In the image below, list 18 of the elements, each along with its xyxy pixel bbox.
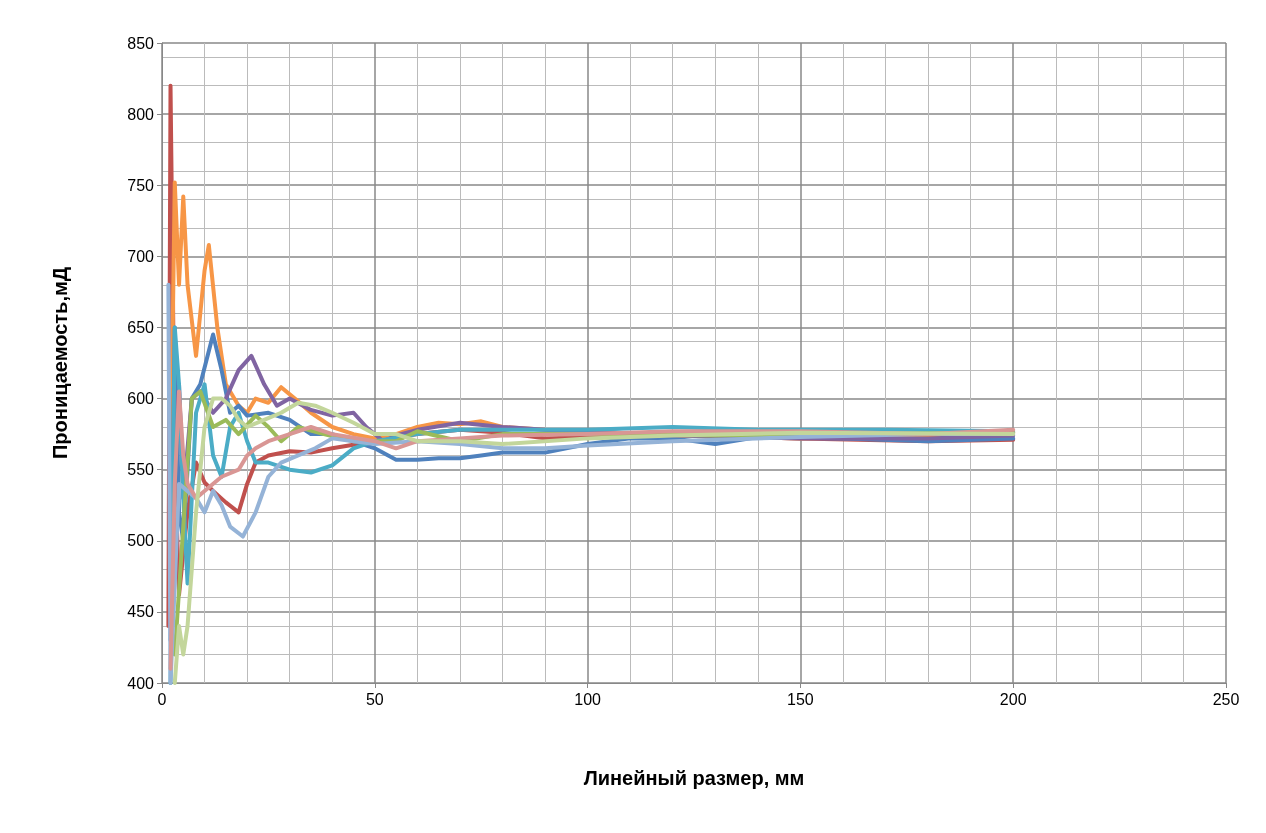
x-tick-label: 50 (365, 690, 384, 708)
x-axis-title: Линейный размер, мм (583, 767, 805, 789)
y-tick-label: 700 (127, 247, 155, 265)
y-tick-label: 450 (127, 603, 155, 621)
y-tick-label: 550 (127, 461, 155, 479)
x-tick-label: 150 (787, 690, 814, 708)
y-tick-label: 400 (127, 674, 155, 692)
y-tick-label: 850 (127, 34, 155, 52)
x-tick-label: 0 (157, 690, 167, 708)
y-tick-label: 650 (127, 318, 155, 336)
x-tick-label: 250 (1212, 690, 1240, 708)
y-tick-label: 600 (127, 390, 155, 408)
y-tick-label: 800 (127, 105, 155, 123)
y-tick-label: 750 (127, 176, 155, 194)
y-axis-title: Проницаемость,мД (49, 266, 71, 460)
x-tick-label: 100 (574, 690, 602, 708)
x-tick-label: 200 (999, 690, 1027, 708)
y-tick-label: 500 (127, 532, 155, 550)
